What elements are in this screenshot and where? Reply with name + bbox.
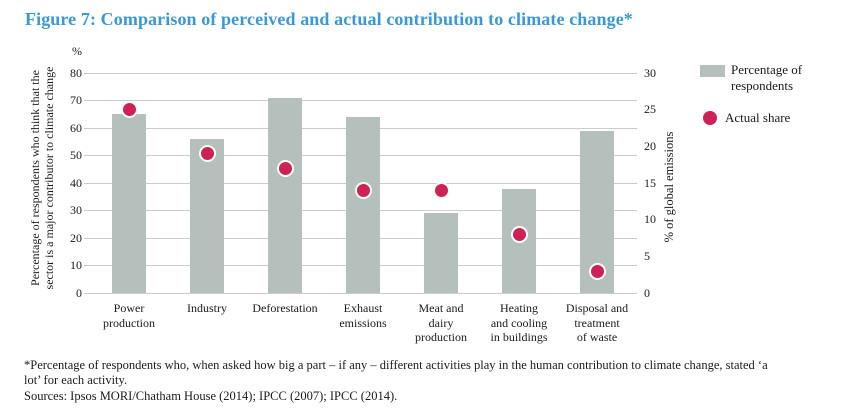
category-label-meat-and-dairy-production: Meat and dairy production [415, 301, 467, 344]
dot-heating-and-cooling-in-buildings [510, 225, 528, 243]
dot-exhaust-emissions [354, 181, 372, 199]
bar-deforestation [268, 97, 302, 293]
left-tick-0: 0 [76, 285, 82, 300]
left-tick-60: 60 [70, 120, 82, 135]
legend-label-respondents: Percentage of respondents [731, 62, 803, 93]
category-label-deforestation: Deforestation [252, 301, 318, 315]
bar-power-production [112, 114, 146, 293]
gridline-70 [84, 100, 637, 101]
right-tick-0: 0 [644, 285, 650, 300]
category-label-disposal-and-treatment-of-waste: Disposal and treatment of waste [565, 301, 629, 344]
category-label-exhaust-emissions: Exhaust emissions [339, 301, 387, 330]
bar-industry [190, 139, 224, 293]
dot-deforestation [276, 159, 294, 177]
category-label-power-production: Power production [103, 301, 155, 330]
dot-power-production [120, 101, 138, 119]
dot-meat-and-dairy-production [432, 181, 450, 199]
bar-meat-and-dairy-production [424, 213, 458, 293]
figure-notes: *Percentage of respondents who, when ask… [24, 358, 774, 404]
right-tick-25: 25 [644, 102, 656, 117]
left-tick-70: 70 [70, 93, 82, 107]
sources: Sources: Ipsos MORI/Chatham House (2014)… [24, 389, 398, 403]
left-tick-30: 30 [70, 203, 82, 217]
figure-title: Figure 7: Comparison of perceived and ac… [25, 9, 633, 29]
left-axis-title-line1: Percentage of respondents who think that… [28, 70, 42, 286]
legend-item-actual-share: Actual share [700, 110, 845, 126]
footnote: *Percentage of respondents who, when ask… [24, 358, 768, 387]
bar-exhaust-emissions [346, 117, 380, 293]
left-tick-40: 40 [70, 175, 82, 190]
legend-label-actual-share: Actual share [725, 110, 791, 125]
left-tick-20: 20 [70, 230, 82, 245]
left-tick-80: 80 [70, 65, 82, 80]
dot-industry [198, 145, 216, 163]
legend: Percentage of respondents Actual share [700, 62, 845, 126]
dot-disposal-and-treatment-of-waste [588, 262, 606, 280]
left-tick-10: 10 [70, 258, 82, 272]
left-axis-unit: % [72, 44, 82, 58]
left-tick-50: 50 [70, 148, 82, 162]
right-tick-15: 15 [644, 175, 656, 190]
right-tick-5: 5 [644, 248, 650, 263]
dot-swatch-icon [703, 111, 717, 125]
right-tick-10: 10 [644, 212, 656, 227]
bar-swatch-icon [700, 65, 725, 77]
category-label-heating-and-cooling-in-buildings: Heating and cooling in buildings [490, 301, 548, 344]
right-tick-30: 30 [644, 65, 656, 80]
gridline-80 [84, 72, 637, 74]
gridline-0 [84, 292, 637, 294]
right-tick-20: 20 [644, 138, 656, 153]
legend-item-respondents: Percentage of respondents [700, 62, 845, 94]
category-label-industry: Industry [187, 301, 227, 315]
